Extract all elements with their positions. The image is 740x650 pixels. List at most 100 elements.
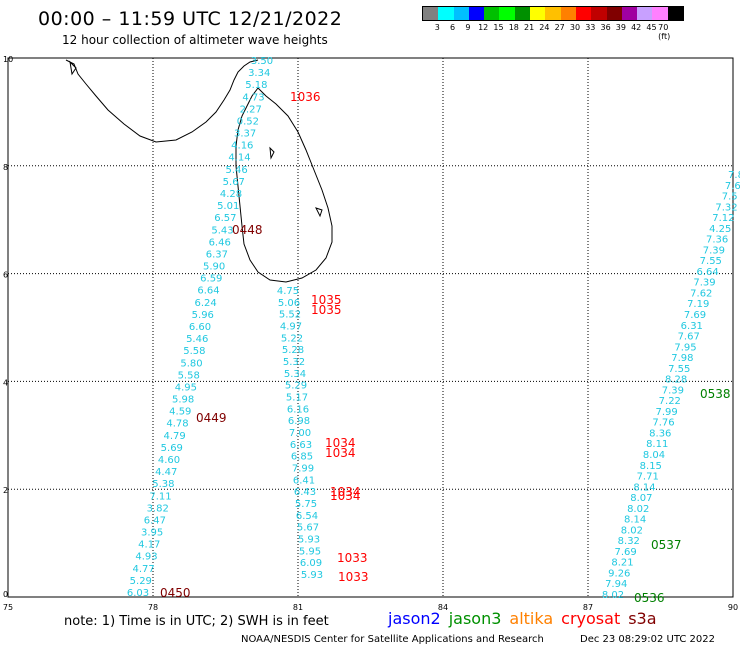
- pass-time-label: 0537: [651, 538, 682, 552]
- pass-time-labels: 1036044810351035044910341034103410341033…: [160, 90, 731, 605]
- wave-height-tracks: 3.503.345.184.732.270.523.374.164.145.46…: [127, 56, 740, 601]
- wave-height-value: 8.15: [640, 461, 662, 472]
- wave-height-value: 5.98: [172, 395, 194, 406]
- y-tick-label: 10: [3, 55, 13, 64]
- wave-height-value: 5.67: [297, 523, 319, 534]
- wave-height-value: 8.28: [665, 375, 687, 386]
- wave-height-value: 6.46: [209, 237, 231, 248]
- color-scale-label: 9: [465, 23, 471, 32]
- wave-height-value: 5.67: [223, 177, 245, 188]
- pass-time-label: 1033: [337, 551, 368, 565]
- wave-height-value: 5.38: [152, 479, 174, 490]
- wave-height-value: 7.94: [605, 579, 627, 590]
- color-scale-label: 12: [478, 23, 489, 32]
- color-scale-label: 30: [569, 23, 581, 32]
- color-scale-label: 42: [631, 23, 642, 32]
- satellite-legend-item: cryosat: [561, 609, 621, 628]
- pass-time-label: 1033: [338, 570, 369, 584]
- color-swatch: [468, 7, 485, 20]
- wave-height-value: 7.95: [674, 342, 696, 353]
- wave-height-value: 7.5: [722, 192, 738, 203]
- pass-time-label: 0536: [634, 591, 665, 605]
- wave-height-value: 5.46: [225, 165, 247, 176]
- wave-height-value: 7.76: [652, 418, 674, 429]
- x-tick-label: 75: [3, 603, 13, 612]
- wave-height-value: 7.32: [715, 202, 737, 213]
- color-swatch: [652, 7, 668, 20]
- wave-height-value: 5.90: [203, 262, 225, 273]
- wave-height-value: 6.41: [293, 475, 315, 486]
- wave-height-value: 8.36: [649, 429, 671, 440]
- wave-height-value: 7.22: [659, 396, 681, 407]
- wave-height-value: 8.02: [627, 504, 649, 515]
- satellite-legend-item: s3a: [628, 609, 657, 628]
- wave-height-value: 7.55: [700, 256, 722, 267]
- wave-height-value: 8.21: [611, 558, 633, 569]
- x-tick-label: 84: [438, 603, 448, 612]
- color-scale-label: 3: [434, 23, 440, 32]
- color-scale-label: 27: [554, 23, 565, 32]
- wave-height-value: 3.34: [248, 68, 270, 79]
- wave-height-value: 4.16: [231, 141, 253, 152]
- pass-time-label: 1035: [311, 303, 342, 317]
- color-swatch: [575, 7, 592, 20]
- pass-time-label: 1034: [325, 436, 356, 450]
- wave-height-value: 5.96: [192, 310, 214, 321]
- wave-height-value: 4.79: [163, 431, 185, 442]
- color-swatch: [453, 7, 469, 20]
- wave-height-value: 4.14: [228, 153, 250, 164]
- wave-height-value: 5.18: [245, 80, 267, 91]
- color-swatch: [621, 7, 638, 20]
- wave-height-value: 5.32: [283, 357, 305, 368]
- wave-height-value: 4.95: [175, 383, 197, 394]
- color-swatch: [438, 7, 454, 20]
- wave-height-value: 6.64: [696, 267, 718, 278]
- small-island: [69, 60, 77, 76]
- wave-height-value: 5.58: [183, 346, 205, 357]
- wave-height-value: 5.06: [278, 298, 300, 309]
- color-swatch: [667, 7, 684, 20]
- wave-height-value: 5.46: [186, 334, 208, 345]
- wave-height-value: 7.67: [678, 332, 700, 343]
- wave-height-value: 6.03: [127, 588, 149, 599]
- x-tick-label: 90: [728, 603, 738, 612]
- wave-height-value: 5.75: [295, 499, 317, 510]
- wave-height-value: 7.19: [687, 299, 709, 310]
- wave-height-value: 4.78: [166, 419, 188, 430]
- footnote: note: 1) Time is in UTC; 2) SWH is in fe…: [64, 614, 329, 629]
- wave-height-value: 3.37: [234, 129, 256, 140]
- wave-height-value: 3.50: [251, 56, 273, 67]
- wave-height-value: 8.02: [621, 525, 643, 536]
- wave-height-value: 7.98: [671, 353, 693, 364]
- wave-height-value: 6.54: [296, 511, 318, 522]
- wave-height-value: 8.04: [643, 450, 665, 461]
- wave-height-value: 7.39: [703, 245, 725, 256]
- color-scale-label: 45: [646, 23, 657, 32]
- pass-time-label: 0450: [160, 586, 191, 600]
- wave-height-value: 7.99: [655, 407, 677, 418]
- y-tick-label: 8: [3, 163, 8, 172]
- color-scale-label: 21: [524, 23, 535, 32]
- color-swatch: [484, 7, 500, 20]
- color-scale-label: 36: [600, 23, 611, 32]
- wave-height-value: 5.69: [161, 443, 183, 454]
- wave-height-value: 6.59: [200, 274, 222, 285]
- wave-height-value: 7.99: [292, 464, 314, 475]
- wave-height-value: 6.85: [291, 452, 313, 463]
- wave-height-value: 8.11: [646, 439, 668, 450]
- wave-height-value: 6.63: [290, 440, 312, 451]
- y-tick-label: 2: [3, 486, 8, 495]
- wave-height-value: 6.43: [294, 487, 316, 498]
- wave-height-value: 7.00: [289, 428, 311, 439]
- wave-height-value: 7.39: [662, 385, 684, 396]
- wave-height-value: 7.12: [712, 213, 734, 224]
- satellite-legend: jason2 jason3 altika cryosat s3a: [388, 609, 665, 628]
- color-swatch: [514, 7, 531, 20]
- wave-height-value: 4.17: [138, 540, 160, 551]
- wave-height-value: 7.69: [684, 310, 706, 321]
- wave-height-value: 5.22: [281, 333, 303, 344]
- y-tick-label: 6: [3, 271, 8, 280]
- wave-height-value: 6.57: [214, 213, 236, 224]
- y-tick-label: 0: [3, 590, 8, 599]
- satellite-legend-item: altika: [509, 609, 554, 628]
